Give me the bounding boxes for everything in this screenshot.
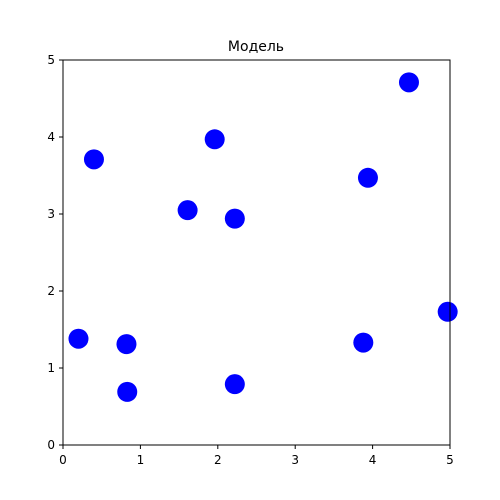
y-tick-label-4: 4	[47, 130, 55, 144]
x-tick-label-5: 5	[446, 453, 454, 467]
data-point-1	[204, 129, 225, 150]
x-tick-label-2: 2	[214, 453, 222, 467]
y-tick-label-5: 5	[47, 53, 55, 67]
data-point-5	[224, 208, 245, 229]
x-tick-label-1: 1	[137, 453, 145, 467]
data-point-10	[117, 381, 138, 402]
data-point-6	[68, 328, 89, 349]
data-point-8	[353, 332, 374, 353]
x-axis: 0 1 2 3 4 5	[59, 445, 454, 467]
points-layer	[68, 72, 458, 402]
chart-title: Модель	[228, 39, 284, 55]
data-point-4	[177, 200, 198, 221]
y-tick-label-3: 3	[47, 207, 55, 221]
y-axis: 0 1 2 3 4 5	[47, 53, 63, 452]
y-tick-label-2: 2	[47, 284, 55, 298]
data-point-3	[357, 167, 378, 188]
x-tick-label-0: 0	[59, 453, 67, 467]
plot-frame	[62, 59, 451, 446]
data-point-9	[437, 301, 458, 322]
y-tick-label-1: 1	[47, 361, 55, 375]
data-point-0	[83, 149, 104, 170]
data-point-11	[224, 374, 245, 395]
x-tick-label-4: 4	[369, 453, 377, 467]
y-tick-label-0: 0	[47, 438, 55, 452]
data-point-2	[398, 72, 419, 93]
data-point-7	[116, 334, 137, 355]
x-tick-label-3: 3	[291, 453, 299, 467]
